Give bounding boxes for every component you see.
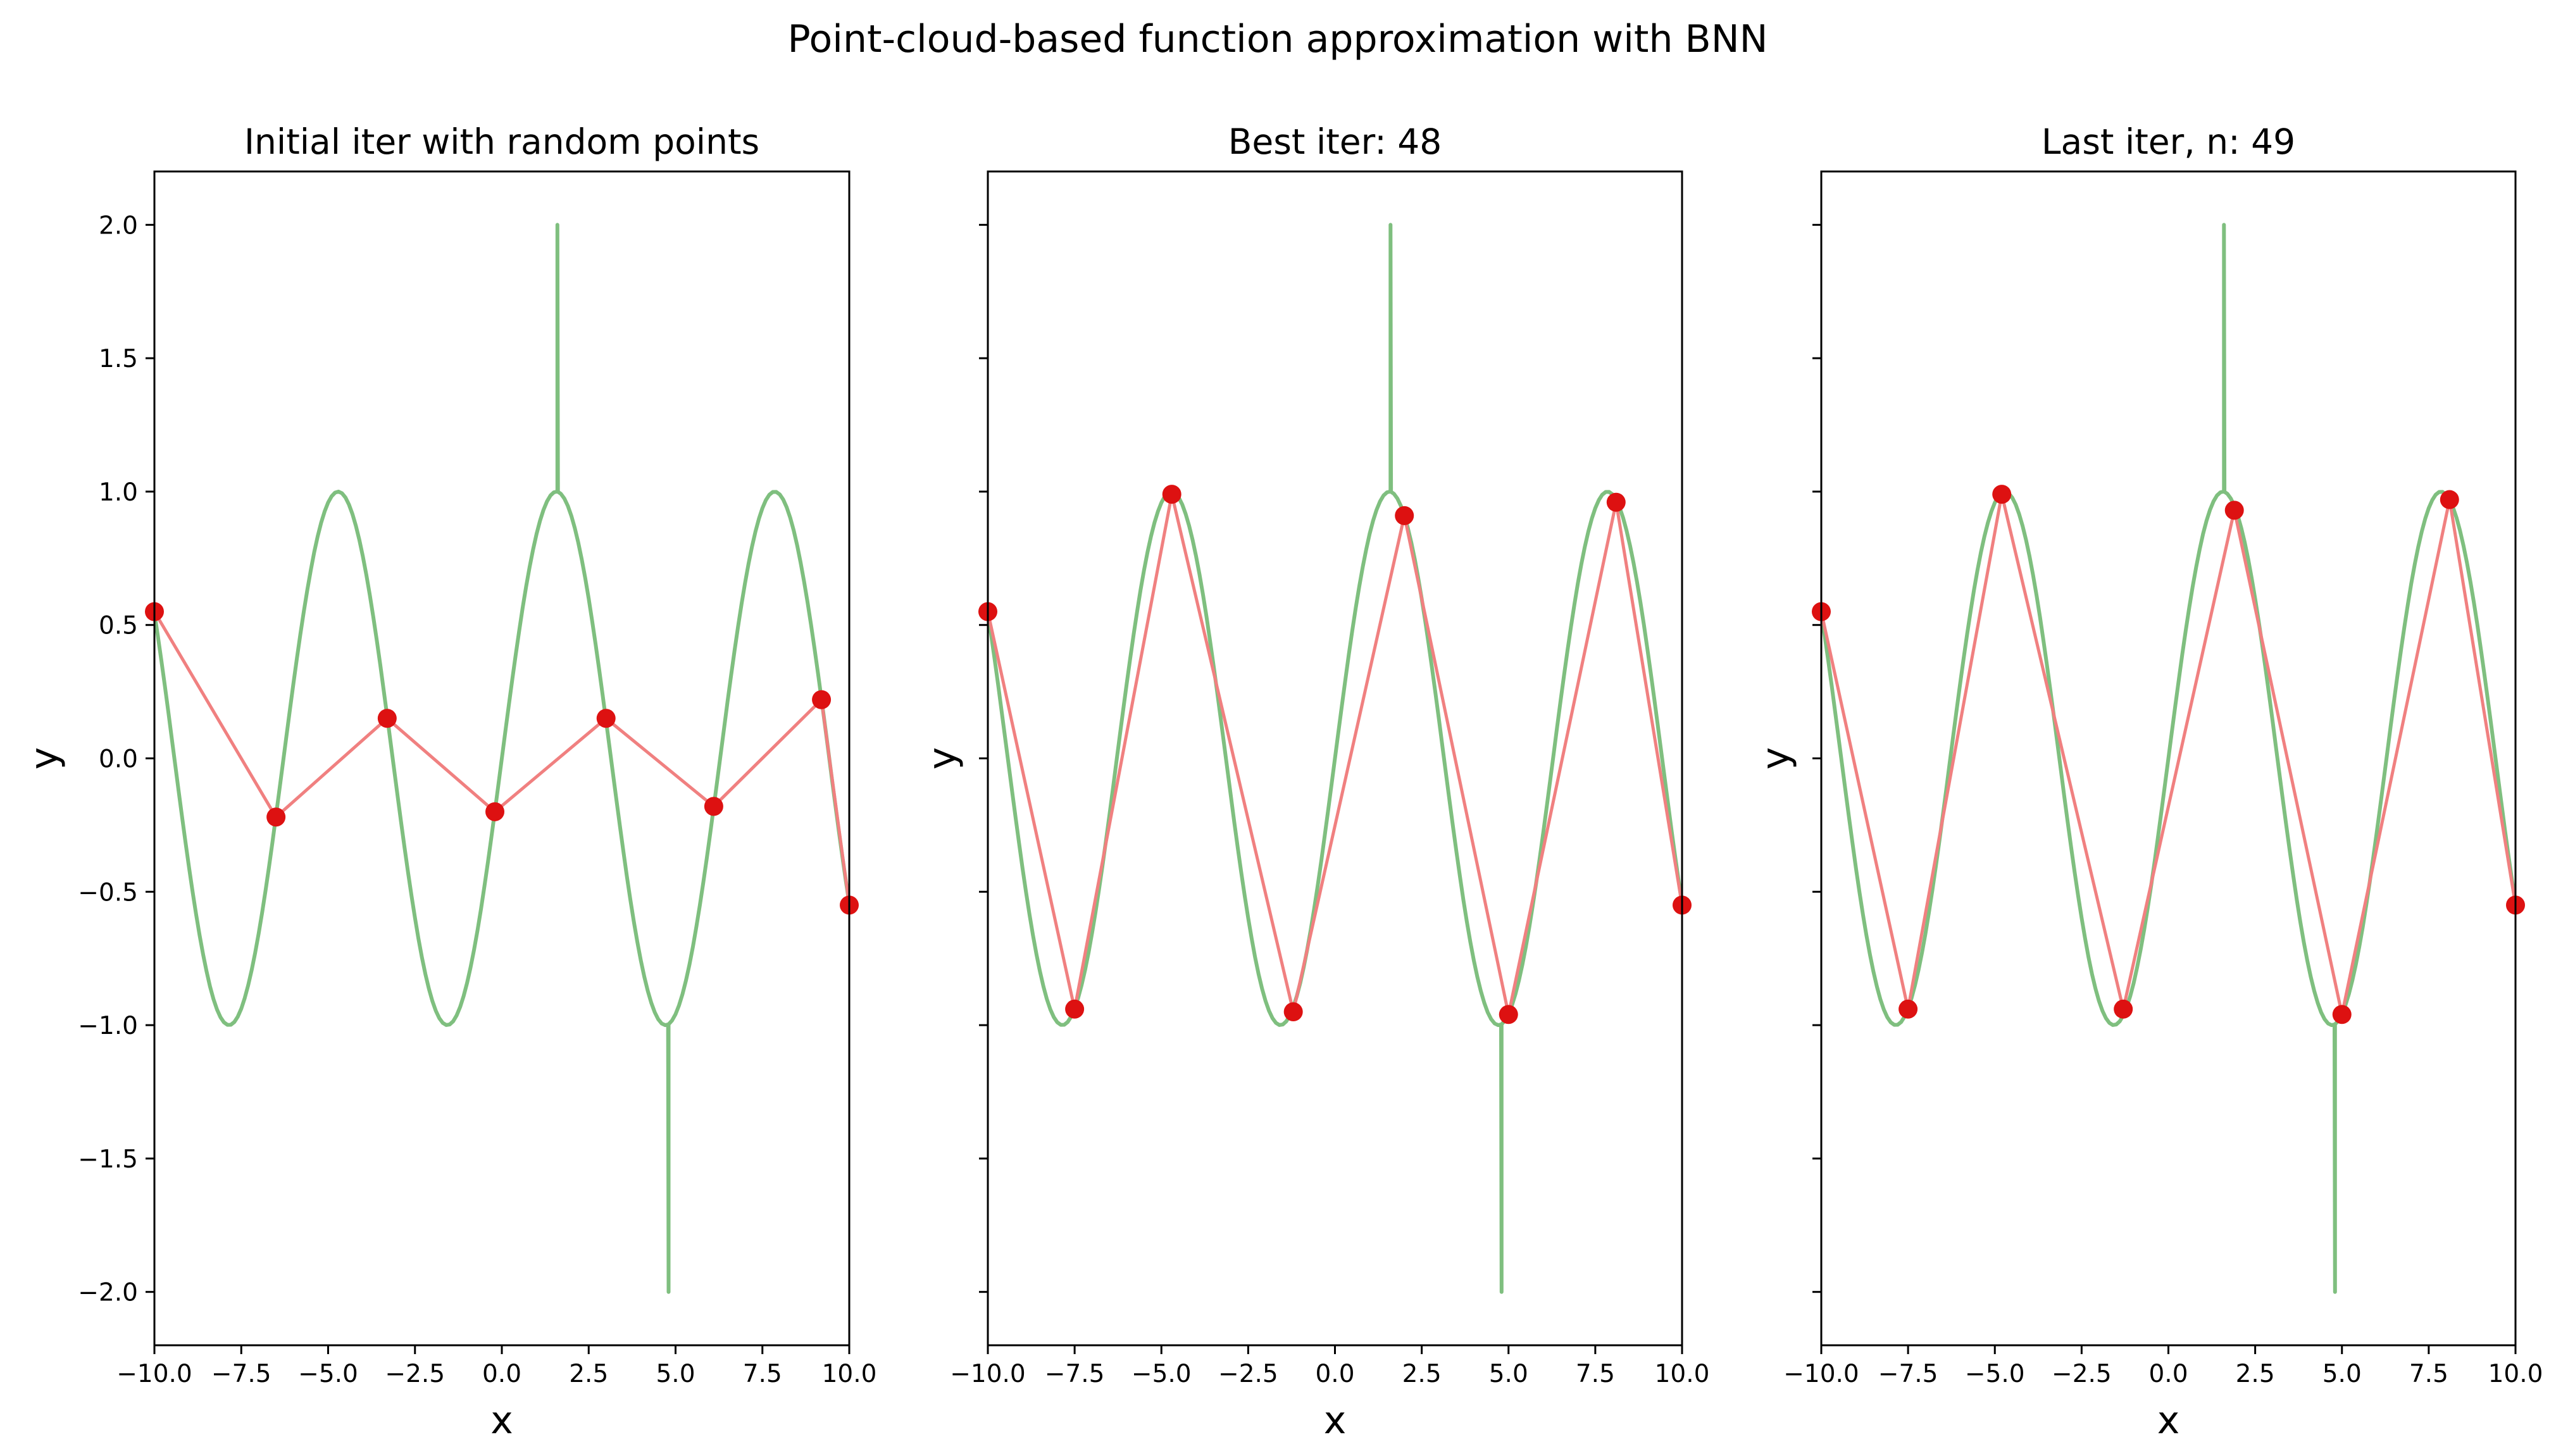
data-point-2 xyxy=(1065,999,1085,1019)
true-function-line xyxy=(986,223,1684,1294)
subplot-title: Best iter: 48 xyxy=(1228,121,1442,162)
x-tick-label: −5.0 xyxy=(1131,1360,1192,1388)
y-axis-label: y xyxy=(22,747,66,770)
x-tick-label: 5.0 xyxy=(656,1360,695,1388)
data-point-6 xyxy=(704,797,723,816)
data-point-3 xyxy=(1162,485,1181,504)
true-function-line xyxy=(153,223,851,1294)
x-tick-label: −7.5 xyxy=(1878,1360,1938,1388)
x-axis-label: x xyxy=(2157,1398,2180,1443)
data-point-6 xyxy=(2332,1005,2352,1024)
x-tick-label: −7.5 xyxy=(211,1360,271,1388)
x-tick-label: −2.5 xyxy=(2052,1360,2112,1388)
subplot-2: −10.0 −7.5 −5.0 −2.5 0.0 2.5 5.0 7.5 10.0 Best it… xyxy=(920,121,1709,1443)
y-tick-label: 1.0 xyxy=(99,478,138,507)
x-tick-label: 5.0 xyxy=(1489,1360,1528,1388)
y-tick-label: −0.5 xyxy=(78,878,138,907)
x-tick-label: 0.0 xyxy=(2148,1360,2188,1388)
data-point-4 xyxy=(2114,999,2133,1019)
y-tick-label: −1.0 xyxy=(78,1012,138,1040)
x-tick-label: 7.5 xyxy=(743,1360,782,1388)
x-tick-label: 10.0 xyxy=(1655,1360,1710,1388)
subplot-title: Initial iter with random points xyxy=(244,121,759,162)
data-point-5 xyxy=(1395,506,1414,525)
x-tick-label: 7.5 xyxy=(1576,1360,1615,1388)
data-point-2 xyxy=(1898,999,1918,1019)
x-tick-label: −10.0 xyxy=(950,1360,1026,1388)
x-tick-label: 2.5 xyxy=(569,1360,608,1388)
y-axis-label: y xyxy=(1754,747,1798,770)
x-tick-label: 5.0 xyxy=(2322,1360,2362,1388)
x-axis-label: x xyxy=(1324,1398,1347,1443)
x-tick-label: −2.5 xyxy=(385,1360,445,1388)
approximation-line xyxy=(1819,492,2517,1016)
data-point-7 xyxy=(1606,492,1626,512)
y-tick-label: −1.5 xyxy=(78,1145,138,1174)
data-point-7 xyxy=(812,690,832,709)
x-tick-label: −10.0 xyxy=(1783,1360,1859,1388)
x-tick-label: −5.0 xyxy=(298,1360,358,1388)
x-tick-label: −7.5 xyxy=(1045,1360,1105,1388)
approximation-line xyxy=(986,492,1684,1016)
subplot-3: −10.0 −7.5 −5.0 −2.5 0.0 2.5 5.0 7.5 10.0 Last it… xyxy=(1754,121,2543,1443)
figure-suptitle: Point-cloud-based function approximation… xyxy=(788,17,1768,61)
axes-layer: −10.0 −7.5 −5.0 −2.5 0.0 2.5 5.0 7.5 10.0 −2.0 −1.… xyxy=(22,121,2543,1443)
data-point-6 xyxy=(1499,1005,1518,1024)
x-tick-label: 10.0 xyxy=(2488,1360,2543,1388)
y-tick-label: −2.0 xyxy=(78,1279,138,1307)
approximation-line xyxy=(153,611,851,905)
x-tick-label: 2.5 xyxy=(1402,1360,1442,1388)
x-tick-label: 2.5 xyxy=(2236,1360,2275,1388)
data-point-3 xyxy=(377,709,397,728)
y-tick-label: 0.5 xyxy=(99,612,138,640)
data-point-5 xyxy=(596,709,616,728)
subplot-1: −10.0 −7.5 −5.0 −2.5 0.0 2.5 5.0 7.5 10.0 −2.0 −1.… xyxy=(22,121,876,1443)
x-tick-label: 10.0 xyxy=(822,1360,877,1388)
x-tick-label: 7.5 xyxy=(2409,1360,2448,1388)
data-point-7 xyxy=(2440,490,2459,509)
y-tick-label: 2.0 xyxy=(99,211,138,240)
true-function-line xyxy=(1819,223,2517,1294)
x-tick-label: −10.0 xyxy=(116,1360,192,1388)
x-axis-label: x xyxy=(490,1398,513,1443)
x-tick-label: −2.5 xyxy=(1218,1360,1278,1388)
y-tick-label: 0.0 xyxy=(99,745,138,774)
y-axis-label: y xyxy=(920,747,964,770)
x-tick-label: 0.0 xyxy=(1315,1360,1354,1388)
data-point-4 xyxy=(1283,1002,1303,1022)
y-tick-label: 1.5 xyxy=(99,345,138,373)
data-point-5 xyxy=(2224,501,2244,520)
data-point-4 xyxy=(485,802,505,821)
subplot-title: Last iter, n: 49 xyxy=(2042,121,2295,162)
x-tick-label: −5.0 xyxy=(1965,1360,2025,1388)
x-tick-label: 0.0 xyxy=(482,1360,521,1388)
data-point-2 xyxy=(266,807,286,827)
data-point-3 xyxy=(1992,485,2012,504)
